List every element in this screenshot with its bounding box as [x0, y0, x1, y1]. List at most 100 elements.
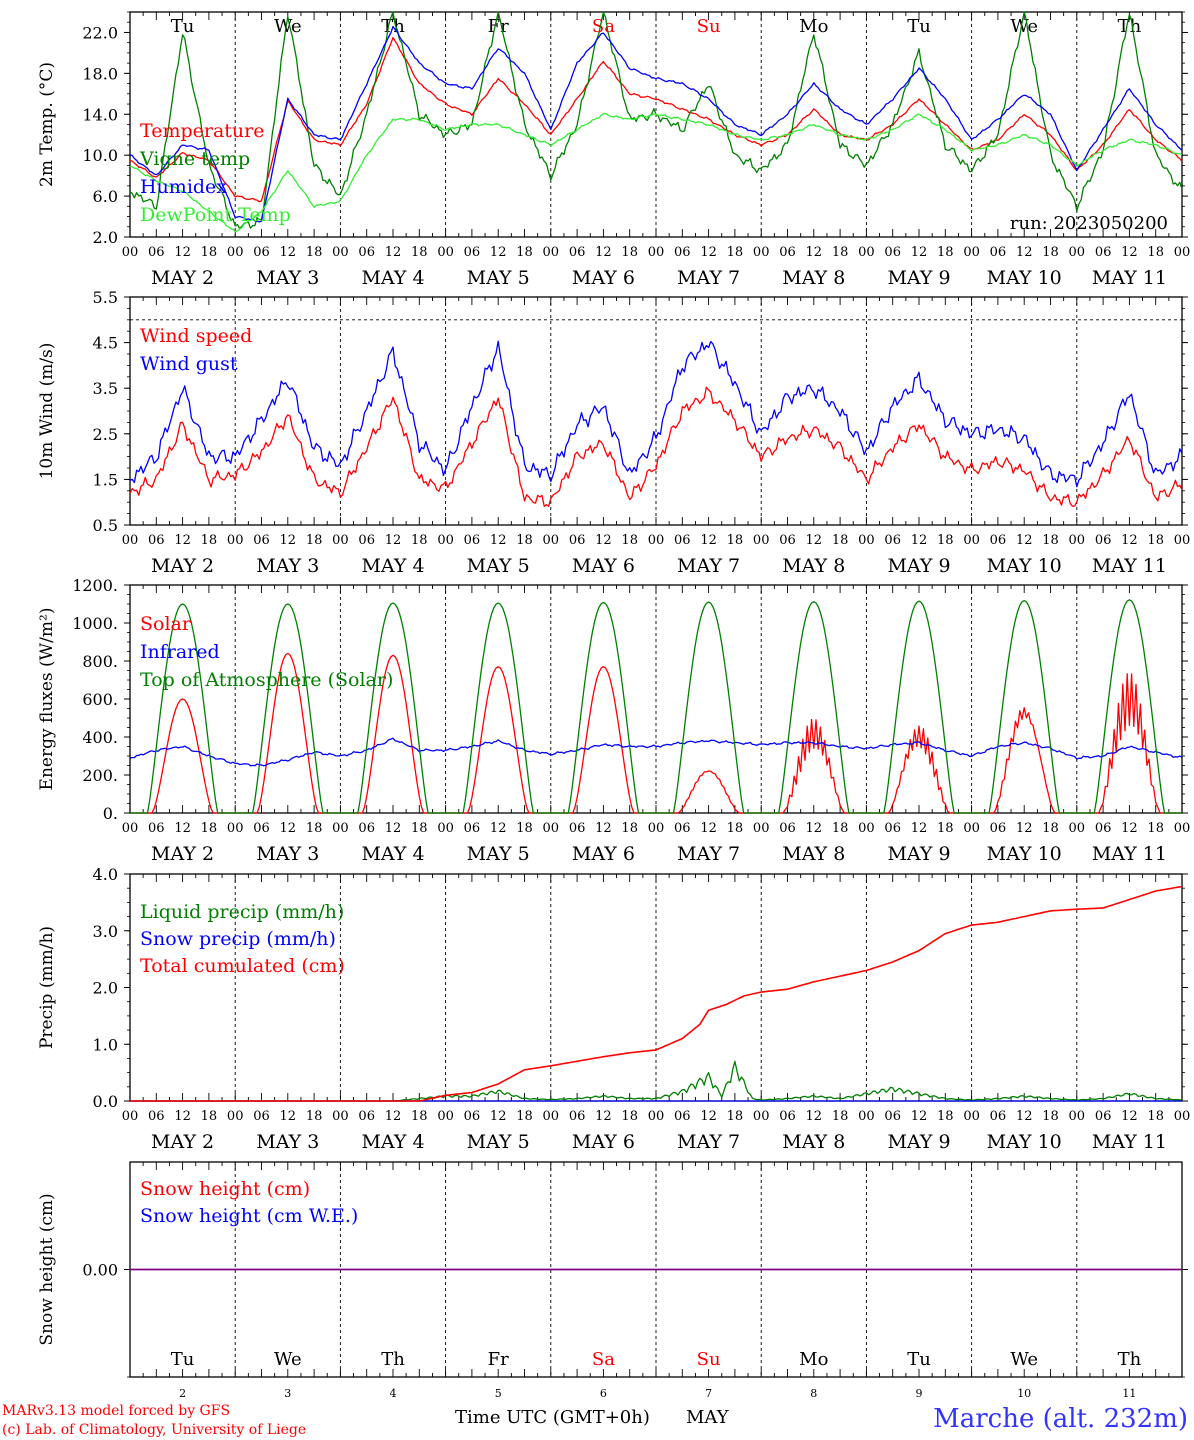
temperature-hour-label: 12	[1016, 245, 1033, 260]
wind-ytick-label: 5.5	[93, 288, 118, 307]
temperature-day-abbr: Tu	[907, 16, 931, 37]
temperature-day-abbr: Fr	[488, 16, 509, 37]
wind-hour-label: 00	[753, 533, 770, 548]
precip-legend-entry: Liquid precip (mm/h)	[140, 901, 344, 923]
energy-hour-label: 00	[963, 821, 980, 836]
time-axis-title: Time UTC (GMT+0h)	[455, 1407, 650, 1428]
energy-hour-label: 00	[122, 821, 139, 836]
temperature-date-label: MAY 4	[361, 267, 424, 289]
energy-hour-label: 00	[858, 821, 875, 836]
precip-hour-label: 18	[201, 1109, 218, 1124]
temperature-ytick-label: 18.0	[82, 64, 118, 83]
wind-date-label: MAY 9	[887, 555, 950, 577]
energy-hour-label: 12	[490, 821, 507, 836]
snow-ytick-label: 0.00	[82, 1261, 118, 1280]
energy-date-label: MAY 3	[256, 843, 319, 865]
wind-hour-label: 06	[1095, 533, 1112, 548]
snow-day-abbr: Th	[1118, 1349, 1142, 1370]
wind-hour-label: 00	[858, 533, 875, 548]
temperature-hour-label: 00	[543, 245, 560, 260]
snow-day-abbr: Tu	[907, 1349, 931, 1370]
wind-hour-label: 12	[700, 533, 717, 548]
energy-ytick-label: 1200.	[72, 576, 118, 595]
precip-hour-label: 06	[779, 1109, 796, 1124]
temperature-hour-label: 18	[621, 245, 638, 260]
chart-precip: 0.0 1.0 2.0 3.0 4.0 Precip (mm/h) 00 06 12 18 00 06…	[37, 865, 1190, 1153]
wind-hour-label: 18	[1147, 533, 1164, 548]
snow-ylabel: Snow height (cm)	[37, 1193, 57, 1345]
temperature-hour-label: 00	[1069, 245, 1086, 260]
temperature-hour-label: 12	[1121, 245, 1138, 260]
energy-hour-label: 00	[437, 821, 454, 836]
wind-date-label: MAY 10	[987, 555, 1062, 577]
bottom-day-number: 7	[705, 1387, 712, 1400]
wind-hour-label: 18	[937, 533, 954, 548]
energy-hour-label: 06	[884, 821, 901, 836]
energy-legend-entry: Solar	[140, 613, 192, 635]
precip-hour-label: 00	[648, 1109, 665, 1124]
precip-hour-label: 12	[1121, 1109, 1138, 1124]
precip-hour-label: 00	[858, 1109, 875, 1124]
energy-ytick-label: 200.	[82, 766, 118, 785]
precip-date-label: MAY 11	[1092, 1131, 1167, 1153]
wind-hour-label: 18	[306, 533, 323, 548]
temperature-date-label: MAY 7	[677, 267, 740, 289]
energy-hour-label: 18	[201, 821, 218, 836]
wind-hour-label: 12	[806, 533, 823, 548]
temperature-hour-label: 06	[990, 245, 1007, 260]
energy-hour-label: 06	[779, 821, 796, 836]
time-axis-month: MAY	[686, 1407, 730, 1428]
energy-date-label: MAY 4	[361, 843, 424, 865]
temperature-day-abbr: Sa	[592, 16, 615, 37]
temperature-hour-label: 18	[727, 245, 744, 260]
temperature-hour-label: 00	[963, 245, 980, 260]
snow-legend-entry: Snow height (cm)	[140, 1178, 310, 1200]
precip-hour-label: 12	[911, 1109, 928, 1124]
wind-hour-label: 00	[963, 533, 980, 548]
temperature-date-label: MAY 2	[151, 267, 214, 289]
bottom-day-number: 11	[1122, 1387, 1136, 1400]
temperature-series-temperature	[129, 36, 1183, 203]
precip-hour-label: 06	[884, 1109, 901, 1124]
wind-hour-label: 06	[569, 533, 586, 548]
footer-model-line: MARv3.13 model forced by GFS	[2, 1403, 230, 1419]
energy-hour-label: 00	[1174, 821, 1191, 836]
precip-date-label: MAY 2	[151, 1131, 214, 1153]
bottom-day-number: 10	[1017, 1387, 1031, 1400]
precip-hour-label: 18	[411, 1109, 428, 1124]
temperature-hour-label: 00	[1174, 245, 1191, 260]
wind-hour-label: 18	[1042, 533, 1059, 548]
wind-ytick-label: 4.5	[93, 334, 118, 353]
wind-hour-label: 18	[201, 533, 218, 548]
temperature-ytick-label: 22.0	[82, 23, 118, 42]
energy-ytick-label: 1000.	[72, 614, 118, 633]
energy-hour-label: 12	[595, 821, 612, 836]
temperature-legend-entry: Humidex	[140, 176, 227, 198]
energy-date-label: MAY 6	[572, 843, 635, 865]
wind-hour-label: 12	[490, 533, 507, 548]
wind-hour-label: 12	[174, 533, 191, 548]
energy-hour-label: 06	[253, 821, 270, 836]
wind-hour-label: 12	[595, 533, 612, 548]
chart-temperature: 2.0 6.0 10.0 14.0 18.0 22.0 2m Temp. (°C) 00 06 1…	[37, 11, 1191, 289]
precip-hour-label: 00	[227, 1109, 244, 1124]
energy-series-infrared	[129, 737, 1183, 767]
temperature-hour-label: 12	[700, 245, 717, 260]
precip-date-label: MAY 5	[467, 1131, 530, 1153]
snow-day-abbr: We	[274, 1349, 302, 1370]
energy-ytick-label: 600.	[82, 690, 118, 709]
energy-hour-label: 18	[937, 821, 954, 836]
temperature-hour-label: 18	[516, 245, 533, 260]
energy-hour-label: 06	[148, 821, 165, 836]
bottom-day-number: 6	[600, 1387, 607, 1400]
temperature-legend-entry: Temperature	[140, 120, 264, 142]
precip-date-label: MAY 8	[782, 1131, 845, 1153]
temperature-hour-label: 06	[569, 245, 586, 260]
energy-hour-label: 18	[832, 821, 849, 836]
precip-ytick-label: 2.0	[93, 979, 118, 998]
precip-date-label: MAY 7	[677, 1131, 740, 1153]
precip-hour-label: 06	[569, 1109, 586, 1124]
temperature-hour-label: 06	[358, 245, 375, 260]
wind-hour-label: 00	[437, 533, 454, 548]
bottom-day-number: 9	[916, 1387, 923, 1400]
